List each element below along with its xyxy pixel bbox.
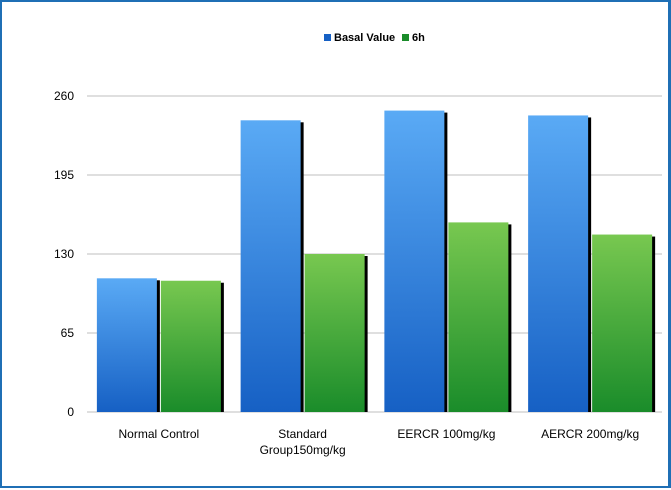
y-tick-label: 195 bbox=[54, 168, 74, 182]
x-category-label: Group150mg/kg bbox=[260, 443, 346, 457]
x-category-label: Normal Control bbox=[119, 427, 200, 441]
legend-swatch bbox=[402, 34, 409, 41]
bar-6h bbox=[448, 222, 509, 412]
x-category-label: AERCR 200mg/kg bbox=[541, 427, 639, 441]
y-axis-ticks: 0 65 130 195 260 bbox=[54, 89, 74, 419]
bar-6h bbox=[592, 234, 653, 412]
legend: Basal Value 6h bbox=[324, 32, 425, 44]
bar-basal-value bbox=[240, 120, 301, 413]
y-tick-label: 65 bbox=[61, 326, 75, 340]
legend-label: Basal Value bbox=[334, 32, 395, 44]
bar-6h bbox=[160, 280, 221, 412]
bar-basal-value bbox=[384, 110, 445, 412]
bars bbox=[96, 110, 656, 413]
y-tick-label: 130 bbox=[54, 247, 74, 261]
x-category-label: Standard bbox=[278, 427, 327, 441]
bar-6h bbox=[304, 254, 365, 412]
legend-swatch bbox=[324, 34, 331, 41]
x-axis-labels: Normal Control Standard Group150mg/kg EERCR… bbox=[119, 427, 640, 457]
x-category-label: EERCR 100mg/kg bbox=[397, 427, 495, 441]
bar-basal-value bbox=[528, 115, 589, 412]
bar-basal-value bbox=[96, 278, 157, 412]
y-tick-label: 0 bbox=[67, 405, 74, 419]
y-tick-label: 260 bbox=[54, 89, 74, 103]
legend-label: 6h bbox=[412, 32, 425, 44]
